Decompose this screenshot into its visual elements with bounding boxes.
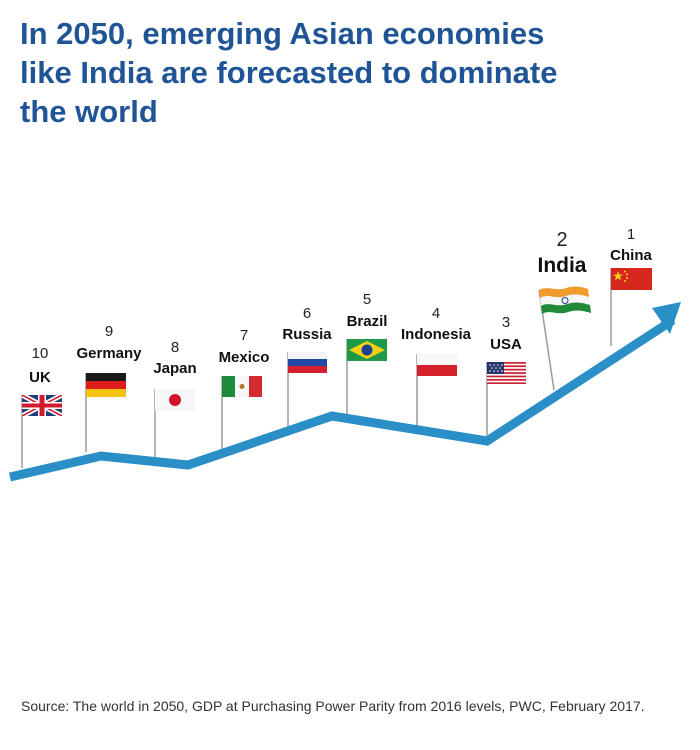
rank-label: 7: [240, 327, 248, 344]
uk-flag-icon: [22, 395, 62, 416]
china-flag-icon: [611, 268, 652, 290]
rank-label: 6: [303, 305, 311, 322]
title-line-1: In 2050, emerging Asian economies: [20, 16, 545, 51]
country-name: Indonesia: [401, 326, 472, 343]
country-name: Japan: [153, 360, 196, 377]
japan-flag-icon: [155, 389, 195, 411]
india-flag-icon: [539, 286, 591, 314]
country-name: Mexico: [219, 349, 270, 366]
brazil-flag-icon: [347, 339, 387, 361]
source-note: Source: The world in 2050, GDP at Purcha…: [21, 698, 645, 714]
title-line-2: like India are forecasted to dominate: [20, 55, 558, 90]
russia-flag-icon: [288, 352, 327, 373]
country-labels: 10 UK 9 Germany 8 Japan 7 Mexico 6 Russi…: [29, 226, 652, 386]
rank-label: 9: [105, 323, 113, 340]
country-name: UK: [29, 369, 51, 386]
country-name: Brazil: [347, 313, 388, 330]
page-title: In 2050, emerging Asian economies like I…: [20, 14, 690, 131]
rank-label: 2: [556, 229, 567, 251]
rank-label: 3: [502, 314, 510, 331]
country-name: China: [610, 247, 652, 264]
rank-label: 5: [363, 291, 371, 308]
germany-flag-icon: [86, 373, 126, 397]
country-name: Russia: [282, 326, 332, 343]
usa-flag-icon: [487, 362, 526, 384]
country-name: Germany: [76, 345, 142, 362]
indonesia-flag-icon: [417, 354, 457, 376]
rank-label: 1: [627, 226, 635, 243]
country-name: India: [537, 254, 586, 277]
country-name: USA: [490, 336, 522, 353]
rank-label: 4: [432, 305, 440, 322]
title-line-3: the world: [20, 94, 158, 129]
rank-label: 8: [171, 339, 179, 356]
rank-label: 10: [32, 345, 49, 362]
trend-arrow-icon: [8, 302, 681, 482]
mexico-flag-icon: [222, 376, 262, 397]
